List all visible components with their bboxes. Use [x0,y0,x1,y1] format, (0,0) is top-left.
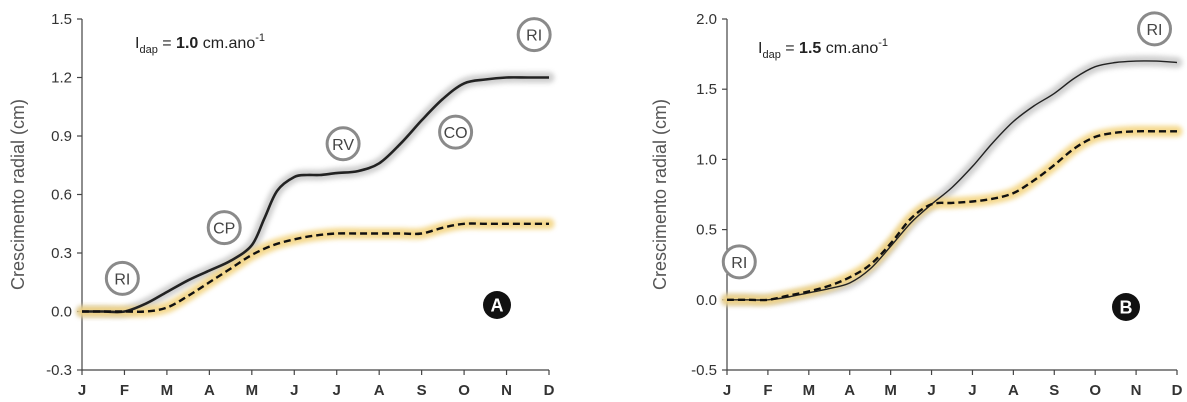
x-tick-label: M [161,382,174,399]
annotation-label: RI [1147,22,1163,39]
x-tick-label: M [884,382,897,399]
series-band-dashed [721,125,1183,306]
annotation-ri: RI [104,260,140,296]
series-band-solid [76,71,555,318]
chart-panel-b: -0.5 0.0 0.5 1.0 1.5 2.0 J F M A M J J A S O N D Crescimen… [650,11,1183,399]
x-tick-label: M [803,382,816,399]
panel-badge [1112,293,1140,321]
y-tick-label: 1.5 [51,11,72,28]
annotation-circle [206,210,242,246]
panel-badge [483,291,511,319]
annotation-label: CP [213,221,235,238]
annotation-rv: RV [325,126,361,162]
panel-letter: B [1120,298,1133,318]
y-tick-label: 0.3 [51,245,72,262]
x-tick-label: J [968,382,976,399]
series-line-solid [726,60,1178,301]
y-tick-label: 0.6 [51,187,72,204]
x-tick-label: M [246,382,259,399]
x-tick-label: F [763,382,772,399]
annotation-circle [104,260,140,296]
y-axis-label: Crescimento radial (cm) [8,99,28,290]
x-tick-label: A [1008,382,1019,399]
formula-label: Idap = 1.0 cm.ano-1 [135,32,265,56]
series-band-solid [721,55,1183,306]
x-tick-label: J [290,382,298,399]
series-line-dashed [726,130,1177,302]
y-axis-label: Crescimento radial (cm) [650,99,670,290]
y-tick-label: -0.5 [691,362,717,379]
x-tick-label: N [1131,382,1142,399]
x-tick-label: J [78,382,86,399]
annotation-label: CO [444,125,468,142]
annotation-label: RV [332,137,354,154]
y-tick-label: 1.5 [696,81,717,98]
panel-label-a: A [483,291,511,319]
annotation-ri: RI [1137,11,1172,47]
annotation-ri: RI [721,244,757,280]
y-tick-label: 0.9 [51,128,72,145]
y-tick-label: 0.0 [51,304,72,321]
chart-panel-a: -0.3 0.0 0.3 0.6 0.9 1.2 1.5 J F M A M J J A S O N D Cresci… [8,11,555,399]
x-tick-label: J [927,382,935,399]
x-tick-label: O [458,382,470,399]
annotation-co: CO [438,114,474,150]
formula-label: Idap = 1.5 cm.ano-1 [758,37,888,61]
x-tick-label: S [417,382,427,399]
x-tick-label: N [501,382,512,399]
y-tick-label: 0.5 [696,222,717,239]
x-tick-label: D [1172,382,1183,399]
x-tick-label: O [1089,382,1101,399]
x-tick-label: J [333,382,341,399]
annotation-ri: RI [516,17,552,53]
annotation-label: RI [526,28,542,45]
y-tick-label: 1.2 [51,70,72,87]
annotation-circle [516,17,552,53]
panel-label-b: B [1112,293,1140,321]
x-tick-label: A [374,382,385,399]
panel-letter: A [491,296,504,316]
x-tick-label: F [120,382,129,399]
series-line-dashed [81,222,549,313]
annotation-circle [325,126,361,162]
x-tick-label: A [204,382,215,399]
x-tick-label: S [1049,382,1059,399]
annotation-circle [438,114,474,150]
x-tick-label: A [844,382,855,399]
y-tick-label: -0.3 [46,362,72,379]
y-tick-label: 2.0 [696,11,717,28]
series-line-solid [81,76,549,314]
annotation-label: RI [731,255,747,272]
annotation-label: RI [114,271,130,288]
y-tick-label: 0.0 [696,292,717,309]
annotation-circle [1137,11,1172,47]
y-tick-label: 1.0 [696,151,717,168]
x-tick-label: D [544,382,555,399]
x-tick-label: J [723,382,731,399]
annotation-circle [721,244,757,280]
annotation-cp: CP [206,210,242,246]
